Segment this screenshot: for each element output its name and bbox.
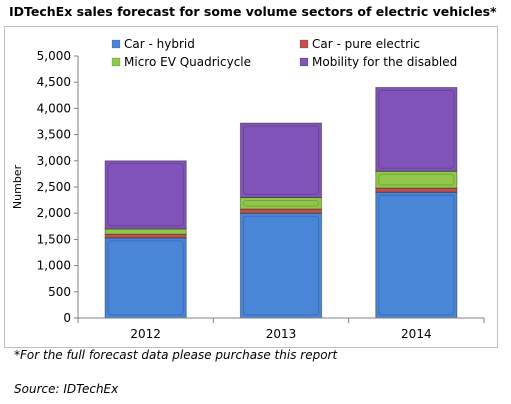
bar-segment-highlight (242, 125, 320, 195)
y-tick-label: 2,000 (37, 206, 71, 220)
legend-swatch (111, 39, 121, 49)
bar-segment-highlight (378, 173, 455, 186)
y-tick-label: 4,500 (37, 75, 71, 89)
legend-label: Micro EV Quadricycle (124, 55, 251, 69)
bar-segment-highlight (378, 89, 455, 169)
legend-swatch (299, 57, 309, 67)
x-tick-label: 2012 (130, 327, 161, 341)
y-tick-label: 1,000 (37, 259, 71, 273)
bar-segment (239, 208, 323, 214)
legend-swatch (299, 39, 309, 49)
legend-swatch (111, 57, 121, 67)
bar-segment (239, 212, 323, 319)
bar-segment (239, 122, 323, 198)
legend: Car - hybrid Car - pure electric Micro EV … (111, 37, 457, 69)
bar-segment (104, 160, 187, 230)
x-tick-label: 2013 (266, 327, 297, 341)
y-axis: 0 500 1,000 1,500 2,000 2,500 3,000 3,500 4,000 4… (37, 49, 79, 325)
bar-segment (239, 196, 323, 210)
footnote: *For the full forecast data please purch… (14, 348, 338, 362)
y-tick-label: 500 (48, 285, 71, 299)
y-tick-label: 5,000 (37, 49, 71, 63)
bar-segment (375, 187, 458, 193)
bar-segment (375, 191, 458, 319)
bar-segment-highlight (107, 240, 184, 316)
legend-label: Car - hybrid (124, 37, 195, 51)
x-axis: 2012 2013 2014 (77, 317, 485, 341)
bar-segment-highlight (378, 194, 455, 316)
source-note: Source: IDTechEx (14, 382, 119, 396)
y-tick-label: 2,500 (37, 180, 71, 194)
y-tick-label: 4,000 (37, 101, 71, 115)
bar-segment-highlight (107, 163, 184, 227)
y-tick-label: 3,500 (37, 128, 71, 142)
chart-title: IDTechEx sales forecast for some volume … (9, 4, 497, 19)
bar-segment-highlight (242, 215, 320, 316)
bar-segment-highlight (242, 199, 320, 207)
legend-label: Mobility for the disabled (312, 55, 457, 69)
bar-segment (104, 228, 187, 235)
bar-segment (104, 237, 187, 319)
y-tick-label: 1,500 (37, 232, 71, 246)
bar-segment (375, 86, 458, 172)
bars (104, 86, 458, 319)
y-axis-title: Number (11, 164, 24, 209)
y-tick-label: 0 (63, 311, 71, 325)
y-tick-label: 3,000 (37, 154, 71, 168)
bar-segment (104, 233, 187, 239)
legend-label: Car - pure electric (312, 37, 420, 51)
x-tick-label: 2014 (401, 327, 432, 341)
